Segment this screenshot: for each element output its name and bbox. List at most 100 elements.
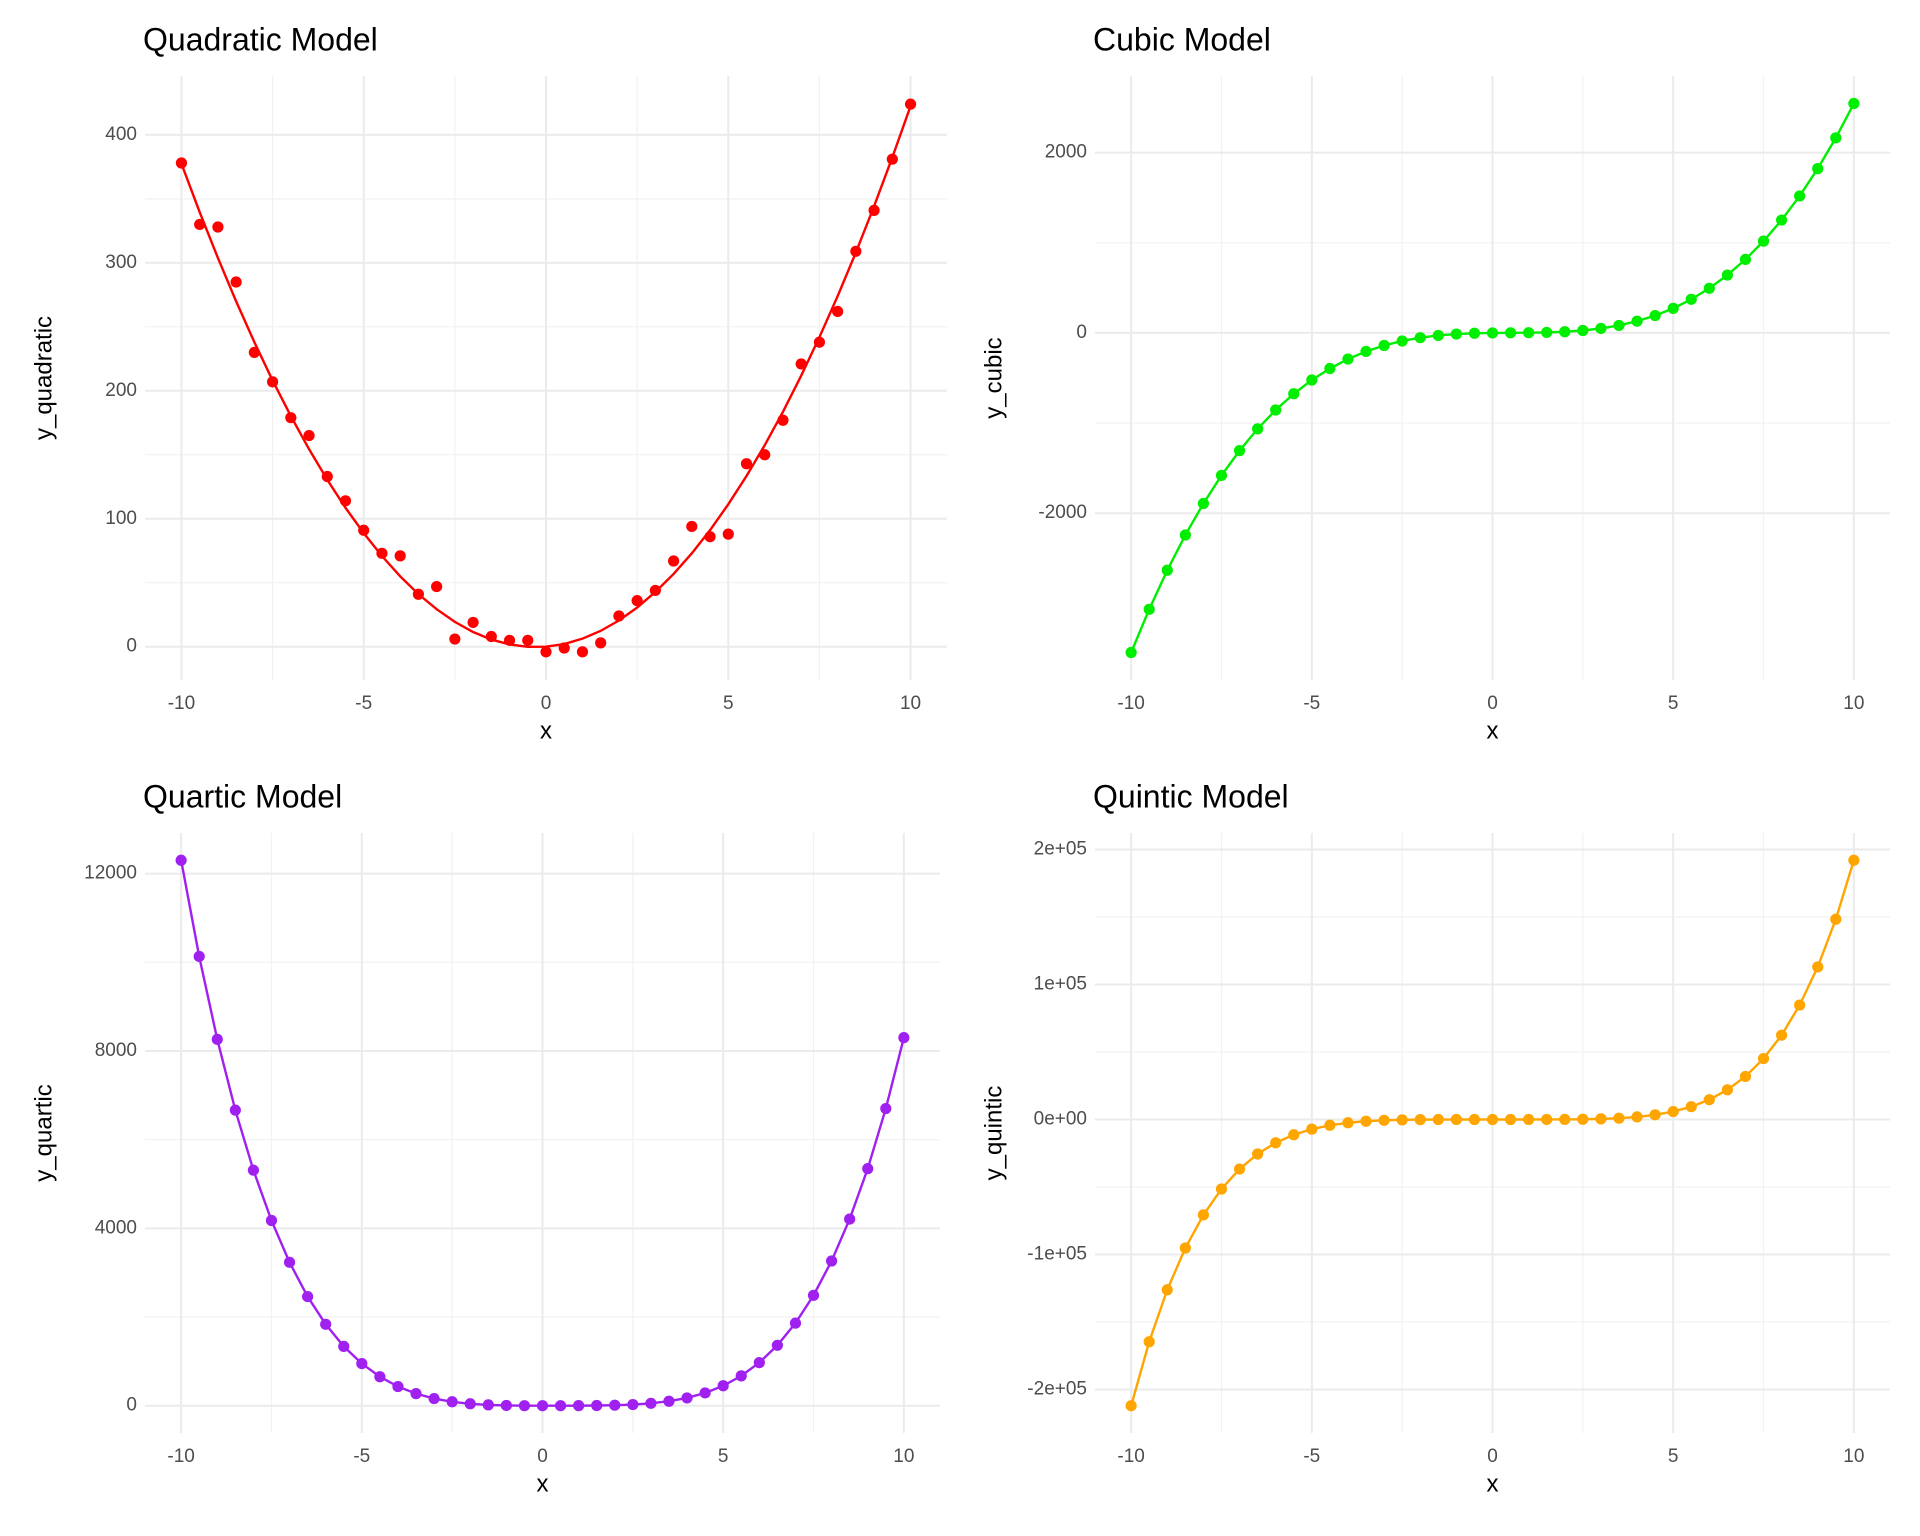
point: [813, 336, 826, 348]
point: [576, 646, 589, 658]
point: [904, 98, 917, 110]
point: [321, 470, 333, 483]
point: [518, 1400, 531, 1412]
point: [1613, 319, 1625, 332]
point: [1270, 1137, 1282, 1149]
point: [1631, 315, 1643, 327]
point: [554, 1400, 567, 1412]
x-tick-label: 5: [718, 1446, 729, 1467]
point: [283, 1256, 296, 1268]
point: [753, 1357, 765, 1369]
point: [1215, 469, 1228, 482]
point: [446, 1396, 458, 1408]
point: [230, 276, 242, 288]
point: [807, 1289, 820, 1301]
point: [1342, 353, 1354, 365]
point: [431, 580, 443, 593]
point: [540, 646, 552, 658]
point: [229, 1104, 241, 1116]
point: [681, 1392, 693, 1404]
y-axis-label: y_quadratic: [30, 316, 57, 440]
point: [595, 637, 607, 649]
y-tick-label: 12000: [84, 863, 137, 884]
point: [1215, 1183, 1228, 1195]
point: [1378, 339, 1390, 352]
x-axis-label: x: [1487, 717, 1499, 744]
point: [649, 584, 661, 597]
x-tick-label: 0: [1487, 1446, 1498, 1467]
point: [722, 528, 734, 540]
point: [410, 1388, 422, 1400]
point: [1541, 1113, 1553, 1126]
point: [1559, 1113, 1571, 1126]
point: [1360, 345, 1372, 358]
point: [1179, 1242, 1191, 1254]
chart-title: Cubic Model: [1093, 21, 1271, 57]
point: [1468, 327, 1481, 339]
point: [1703, 282, 1715, 294]
point: [1179, 529, 1191, 541]
point: [376, 547, 388, 559]
y-tick-label: 100: [105, 508, 137, 529]
x-tick-label: 5: [723, 693, 734, 714]
point: [735, 1370, 747, 1382]
point: [862, 1163, 874, 1175]
point: [1306, 1123, 1318, 1135]
point: [759, 449, 771, 461]
x-tick-label: 5: [1668, 693, 1679, 714]
point: [1143, 1336, 1155, 1348]
point: [868, 204, 880, 216]
point: [1396, 335, 1408, 347]
point: [850, 245, 862, 257]
point: [1812, 163, 1824, 175]
point: [1613, 1112, 1625, 1124]
point: [1360, 1115, 1372, 1127]
x-tick-label: -5: [355, 693, 372, 714]
point: [1450, 328, 1462, 340]
point: [485, 630, 497, 643]
point: [428, 1392, 440, 1405]
y-tick-label: 400: [105, 124, 137, 145]
point: [412, 588, 425, 600]
point: [392, 1380, 404, 1393]
point: [880, 1102, 892, 1115]
point: [1161, 564, 1173, 576]
point: [394, 550, 406, 562]
point: [898, 1032, 910, 1044]
point: [1595, 1113, 1607, 1125]
y-axis-label: y_quartic: [30, 1084, 57, 1181]
y-tick-label: 200: [105, 380, 137, 401]
point: [1794, 999, 1806, 1011]
y-tick-label: 0: [126, 1395, 137, 1416]
point: [717, 1380, 729, 1392]
point: [1667, 302, 1679, 314]
y-tick-label: -2e+05: [1027, 1379, 1087, 1400]
point: [1342, 1117, 1354, 1129]
point: [194, 218, 206, 231]
point: [886, 153, 898, 165]
chart-title: Quadratic Model: [143, 21, 378, 57]
point: [573, 1400, 585, 1412]
point: [740, 458, 753, 470]
point: [1378, 1114, 1390, 1126]
x-tick-label: -10: [168, 693, 195, 714]
y-tick-label: 2000: [1045, 142, 1087, 163]
point: [1486, 1113, 1499, 1126]
point: [1631, 1111, 1643, 1123]
x-tick-label: -10: [1117, 1446, 1144, 1467]
chart-title: Quintic Model: [1093, 778, 1289, 814]
point: [536, 1400, 549, 1412]
point: [1649, 309, 1661, 322]
point: [285, 412, 297, 424]
point: [832, 305, 844, 318]
x-tick-label: -5: [1303, 693, 1320, 714]
point: [1432, 329, 1444, 342]
point: [1721, 1084, 1733, 1096]
point: [1649, 1109, 1661, 1121]
y-tick-label: 4000: [95, 1217, 137, 1238]
point: [339, 495, 352, 507]
y-tick-label: -2000: [1038, 502, 1087, 523]
y-tick-label: 0: [126, 636, 137, 657]
point: [1541, 326, 1553, 339]
point: [1523, 327, 1535, 339]
